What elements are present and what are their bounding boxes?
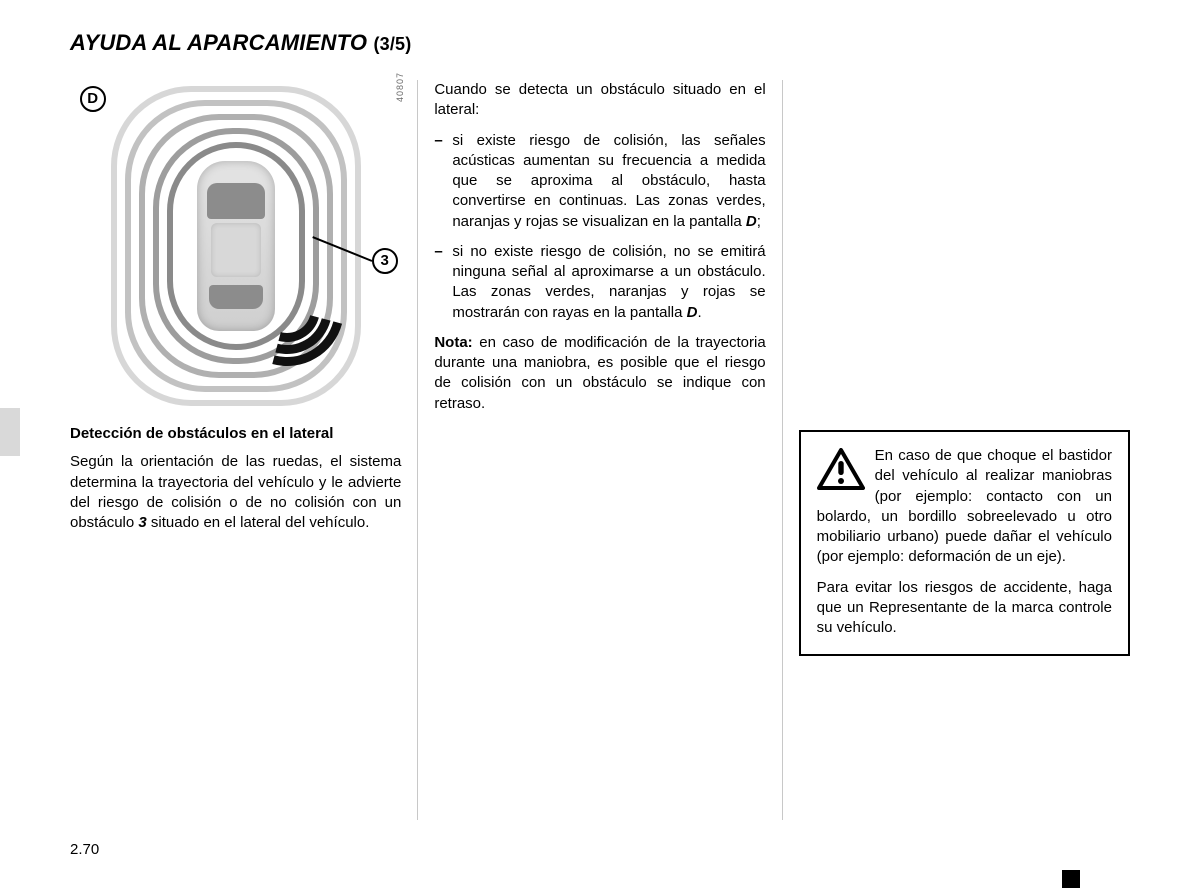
title-main: AYUDA AL APARCAMIENTO [70,30,367,55]
car-windshield [207,183,265,219]
title-suffix: (3/5) [373,34,411,54]
warning-p2: Para evitar los riesgos de accidente, ha… [817,578,1112,639]
column-1: D 40807 3 [70,80,417,820]
subheading: Detección de obstáculos en el lateral [70,424,401,444]
ref-3: 3 [138,514,146,531]
columns: D 40807 3 [70,80,1130,820]
text: . [697,304,701,321]
callout-3: 3 [372,248,398,274]
text: si existe riesgo de colisión, las señale… [452,132,765,230]
text: situado en el lateral del vehículo. [147,514,370,531]
paragraph: Cuando se detecta un obstáculo situado e… [434,80,765,121]
ref-D: D [746,213,757,230]
paragraph: Según la orientación de las ruedas, el s… [70,452,401,533]
text: ; [757,213,761,230]
list-item: si no existe riesgo de colisión, no se e… [434,242,765,323]
column-2: Cuando se detecta un obstáculo situado e… [417,80,782,820]
text: si no existe riesgo de colisión, no se e… [452,243,765,321]
parking-diagram: D 40807 3 [80,80,392,412]
page-title: AYUDA AL APARCAMIENTO (3/5) [70,30,1130,56]
crop-mark [1062,870,1080,888]
callout-D: D [80,86,106,112]
page: AYUDA AL APARCAMIENTO (3/5) D 40807 [0,0,1200,888]
list-item: si existe riesgo de colisión, las señale… [434,131,765,232]
note: Nota: en caso de modificación de la tray… [434,333,765,414]
warning-icon [817,448,865,490]
note-label: Nota: [434,334,472,351]
bullet-list: si existe riesgo de colisión, las señale… [434,131,765,323]
section-tab [0,408,20,456]
warning-box: En caso de que choque el bastidor del ve… [799,430,1130,656]
note-text: en caso de modificación de la trayectori… [434,334,765,412]
image-code: 40807 [394,72,406,102]
ref-D: D [687,304,698,321]
page-number: 2.70 [70,841,99,858]
column-3: En caso de que choque el bastidor del ve… [783,80,1130,820]
